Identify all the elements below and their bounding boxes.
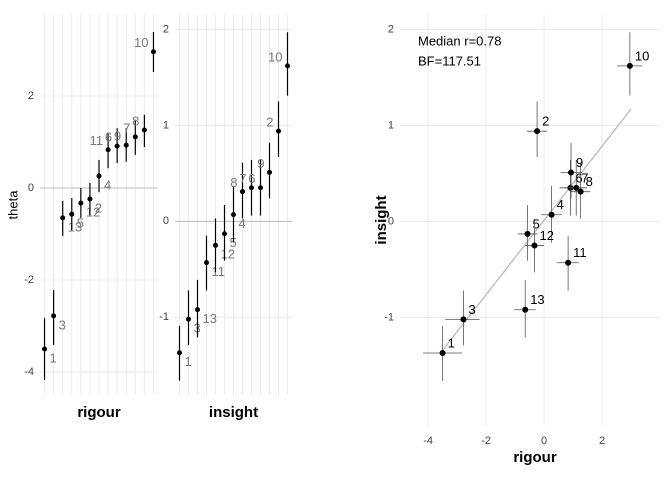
y-axis-title: insight [373,195,390,244]
point-label: 4 [239,216,246,231]
point [626,62,633,69]
annotation: Median r=0.78 [418,33,501,48]
point [522,306,529,313]
point-label: 12 [539,228,553,243]
point [249,185,254,191]
point-label: 10 [268,49,282,64]
point [204,260,209,266]
point-label: 8 [230,175,237,190]
point-label: 4 [104,177,111,192]
point [439,349,446,356]
point [577,188,584,195]
point-label: 1 [185,354,192,369]
point [60,215,66,221]
x-axis-title: rigour [77,404,120,421]
point-label: 9 [114,129,121,144]
point [531,242,538,249]
point [78,200,84,206]
y-tick-label: -1 [159,311,169,323]
point-label: 13 [530,292,544,307]
point-label: 4 [557,197,564,212]
point-label: 8 [132,113,139,128]
point [258,185,263,191]
point-label: 9 [257,156,264,171]
point-label: 2 [95,200,102,215]
point-label: 2 [542,114,549,129]
point [276,128,281,134]
point-label: 13 [203,311,217,326]
point-label: 7 [123,120,130,135]
point-label: 3 [468,302,475,317]
x-tick-label: -2 [481,435,491,447]
point [213,242,218,248]
x-tick-label: 2 [599,435,605,447]
point-label: 11 [212,264,226,279]
point-label: 8 [586,174,593,189]
point-label: 11 [90,133,104,148]
point-label: 11 [573,245,587,260]
y-tick-label: 1 [388,119,394,131]
point-label: 6 [105,130,112,145]
point-label: 9 [576,155,583,170]
point [222,231,227,237]
fit-line [439,108,632,355]
point [460,316,467,323]
point [114,143,120,149]
point-label: 7 [239,171,246,186]
point [150,49,156,55]
y-tick-label: 0 [163,215,169,227]
annotation: BF=117.51 [418,53,481,68]
y-tick-label: -1 [384,311,394,323]
x-axis-title: insight [209,404,258,421]
point [534,128,541,135]
point-label: 5 [533,216,540,231]
y-tick-label: 0 [28,182,34,194]
point [565,259,572,266]
point [548,211,555,218]
point [69,211,75,217]
y-tick-label: 2 [388,23,394,35]
point-label: 5 [230,235,237,250]
point [123,142,129,148]
point [524,230,531,237]
point [186,316,191,322]
x-tick-label: -4 [423,435,433,447]
point [285,63,290,69]
point-label: 3 [59,317,66,332]
point [51,313,57,319]
point-label: 2 [266,115,273,130]
point-label: 1 [50,350,57,365]
y-tick-label: 1 [163,119,169,131]
point [568,169,575,176]
point-label: 6 [575,170,582,185]
point [105,147,111,153]
y-tick-label: 0 [388,215,394,227]
x-axis-title: rigour [513,449,556,466]
point [267,169,272,175]
point-label: 7 [581,170,588,185]
y-tick-label: 2 [28,90,34,102]
point [96,173,102,179]
point [195,307,200,313]
point [87,196,93,202]
point-label: 10 [635,48,649,63]
point-label: 1 [448,335,455,350]
y-tick-label: -2 [24,274,34,286]
y-tick-label: 2 [163,23,169,35]
y-tick-label: -4 [24,366,34,378]
y-axis-title: theta [5,190,20,220]
point [132,134,138,140]
point-label: 6 [248,171,255,186]
point [231,212,236,218]
point [42,346,48,352]
point [177,350,182,356]
point [573,184,580,191]
point-label: 10 [134,35,148,50]
point [141,127,147,133]
x-tick-label: 0 [541,435,547,447]
point-label: 5 [77,216,84,231]
point [240,189,245,195]
